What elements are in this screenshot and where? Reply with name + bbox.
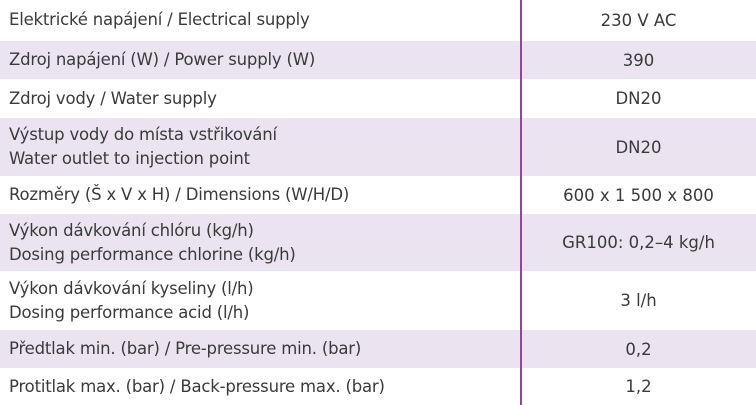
label-line: Výkon dávkování chlóru (kg/h) (9, 220, 254, 240)
label-line: Výkon dávkování kyseliny (l/h) (9, 278, 254, 298)
row-value: 3 l/h (620, 291, 657, 310)
row-value: GR100: 0,2–4 kg/h (562, 233, 715, 252)
row-label: Výkon dávkování chlóru (kg/h) Dosing perf… (9, 214, 514, 271)
table-row: Zdroj napájení (W) / Power supply (W) 390 (0, 41, 756, 80)
row-value: DN20 (615, 137, 662, 157)
label-line: Zdroj napájení (W) / Power supply (W) (9, 50, 316, 69)
row-label: Zdroj napájení (W) / Power supply (W) (9, 41, 514, 79)
row-value: 1,2 (625, 377, 652, 396)
label-line: Elektrické napájení / Electrical supply (9, 10, 310, 29)
row-value: 230 V AC (600, 10, 677, 30)
table-row: Rozměry (Š x V x H) / Dimensions (W/H/D)… (0, 177, 756, 214)
row-label: Výstup vody do místa vstřikování Water ou… (9, 118, 514, 176)
row-value: 600 x 1 500 x 800 (563, 185, 714, 205)
row-label: Protitlak max. (bar) / Back-pressure max… (9, 369, 514, 404)
table-row: Výkon dávkování chlóru (kg/h) Dosing perf… (0, 214, 756, 272)
row-value: 390 (622, 50, 655, 70)
table-row: Předtlak min. (bar) / Pre-pressure min. … (0, 330, 756, 369)
row-value: 0,2 (625, 339, 652, 359)
row-label: Výkon dávkování kyseliny (l/h) Dosing per… (9, 272, 514, 329)
label-line: Výstup vody do místa vstřikování (9, 125, 277, 144)
row-label: Elektrické napájení / Electrical supply (9, 0, 514, 40)
label-line: Dosing performance acid (l/h) (9, 302, 250, 322)
label-line: Water outlet to injection point (9, 149, 250, 168)
table-row: Výkon dávkování kyseliny (l/h) Dosing per… (0, 272, 756, 330)
label-line: Rozměry (Š x V x H) / Dimensions (W/H/D) (9, 185, 350, 204)
column-divider (520, 0, 522, 405)
row-label: Zdroj vody / Water supply (9, 80, 514, 117)
label-line: Protitlak max. (bar) / Back-pressure max… (9, 376, 385, 396)
row-label: Předtlak min. (bar) / Pre-pressure min. … (9, 330, 514, 368)
table-row: Elektrické napájení / Electrical supply 2… (0, 0, 756, 41)
table-row: Zdroj vody / Water supply DN20 (0, 80, 756, 118)
table-row: Výstup vody do místa vstřikování Water ou… (0, 118, 756, 177)
row-value: DN20 (615, 89, 662, 108)
row-label: Rozměry (Š x V x H) / Dimensions (W/H/D) (9, 177, 514, 213)
label-line: Dosing performance chlorine (kg/h) (9, 244, 296, 264)
label-line: Předtlak min. (bar) / Pre-pressure min. … (9, 339, 362, 358)
table-row: Protitlak max. (bar) / Back-pressure max… (0, 369, 756, 405)
label-line: Zdroj vody / Water supply (9, 88, 217, 108)
